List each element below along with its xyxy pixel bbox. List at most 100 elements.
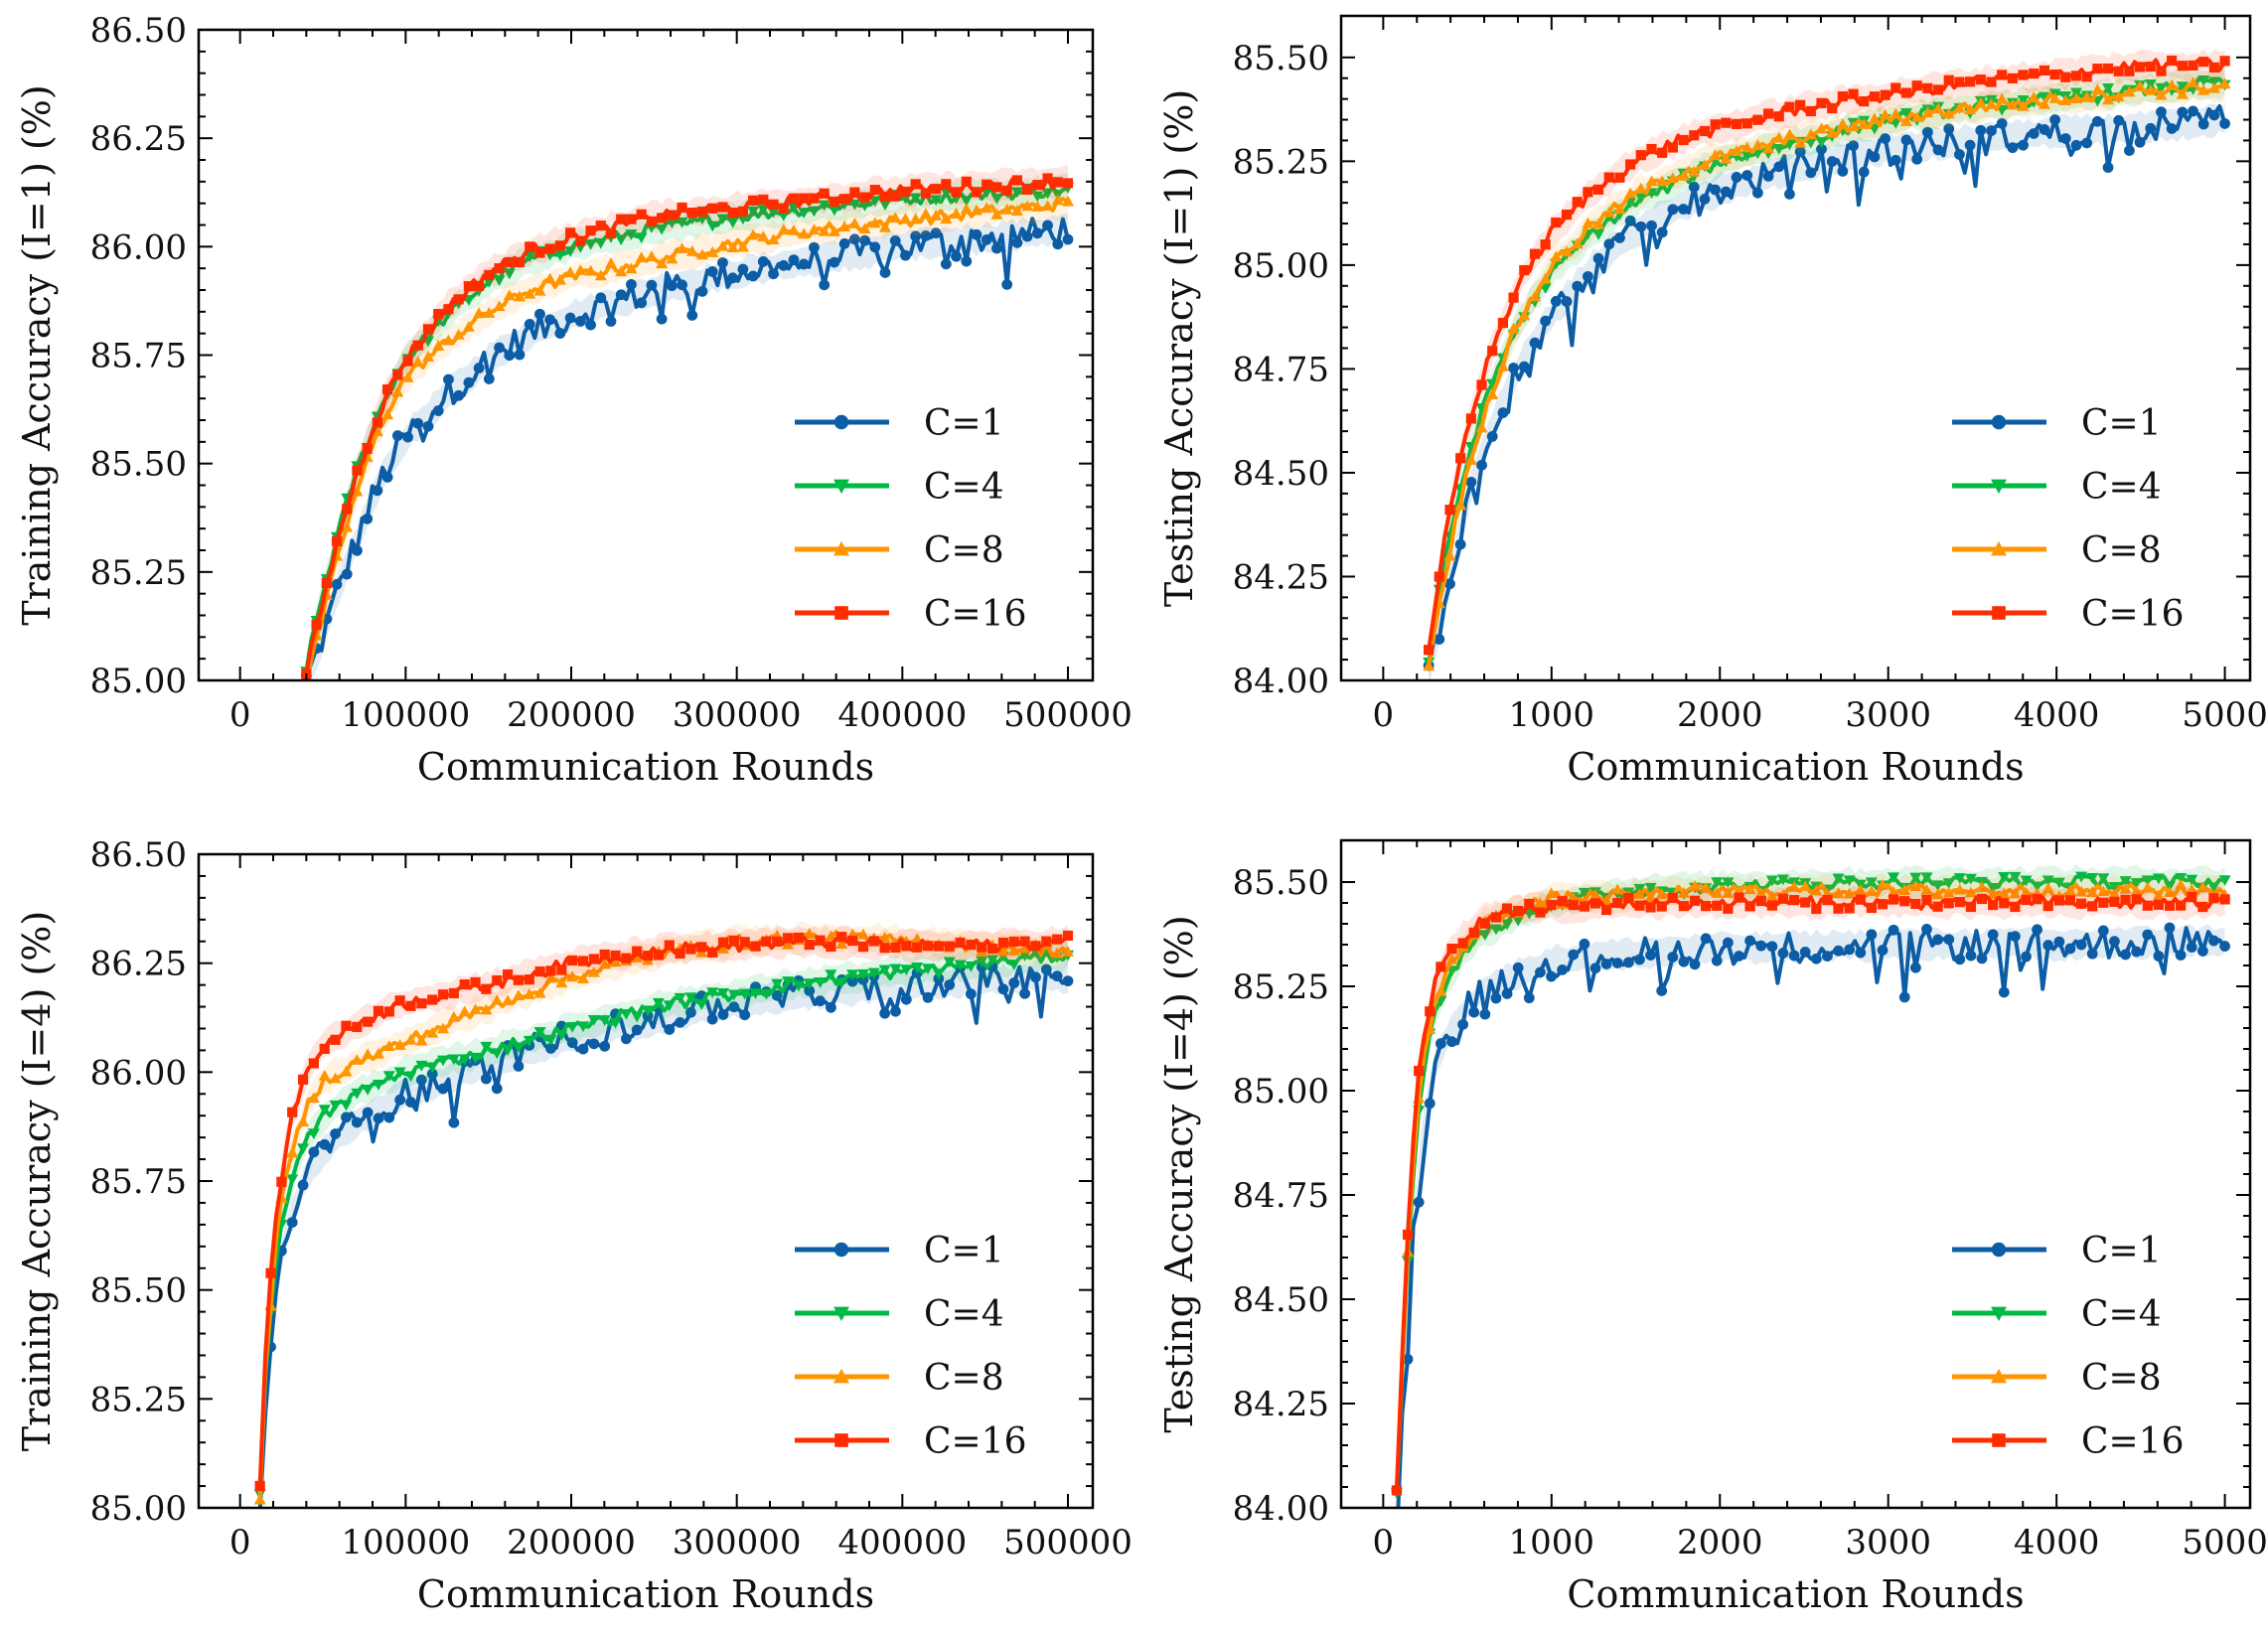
data-point bbox=[588, 954, 599, 965]
x-tick-label: 500000 bbox=[1003, 695, 1133, 735]
data-point bbox=[1040, 964, 1052, 975]
data-point bbox=[1720, 186, 1732, 198]
data-point bbox=[1501, 919, 1514, 931]
data-point bbox=[2053, 936, 2065, 948]
data-point bbox=[991, 182, 1002, 193]
legend-label: C=4 bbox=[924, 1294, 1004, 1335]
data-point bbox=[685, 1006, 696, 1018]
data-point bbox=[1479, 918, 1490, 929]
data-point bbox=[1765, 875, 1778, 887]
legend-label: C=1 bbox=[2081, 1231, 2162, 1271]
data-point bbox=[838, 221, 851, 232]
data-point bbox=[2086, 886, 2099, 898]
data-point bbox=[492, 974, 503, 986]
plot-area bbox=[1423, 49, 2231, 680]
data-point bbox=[1888, 872, 1900, 884]
data-point bbox=[675, 948, 685, 959]
data-point bbox=[1975, 124, 1987, 136]
series-line bbox=[304, 176, 1069, 674]
data-point bbox=[1445, 953, 1458, 965]
data-point bbox=[900, 993, 912, 1005]
legend-marker bbox=[833, 541, 849, 556]
y-tick-label: 85.50 bbox=[90, 1271, 187, 1311]
data-point bbox=[533, 1027, 546, 1038]
series-band bbox=[1429, 67, 2225, 671]
data-point bbox=[2109, 896, 2120, 908]
data-point bbox=[609, 1017, 622, 1029]
data-point bbox=[1062, 233, 1074, 245]
data-point bbox=[587, 1014, 600, 1026]
legend-item: C=8 bbox=[1952, 530, 2162, 571]
data-point bbox=[598, 1015, 611, 1026]
data-point bbox=[1799, 880, 1812, 892]
data-point bbox=[879, 943, 890, 954]
data-point bbox=[362, 1048, 375, 1060]
data-point bbox=[1010, 187, 1023, 199]
data-point bbox=[483, 373, 495, 384]
data-point bbox=[437, 1022, 450, 1034]
data-point bbox=[1762, 108, 1774, 119]
data-point bbox=[352, 465, 363, 476]
data-point bbox=[491, 993, 504, 1005]
data-point bbox=[859, 234, 870, 246]
data-point bbox=[1987, 888, 2000, 900]
data-point bbox=[1720, 152, 1733, 164]
data-point bbox=[1988, 899, 1999, 911]
data-point bbox=[900, 965, 913, 976]
data-point bbox=[1932, 84, 1944, 95]
data-point bbox=[1062, 946, 1074, 957]
data-point bbox=[362, 1085, 375, 1096]
data-point bbox=[1454, 538, 1466, 550]
legend-marker bbox=[1992, 1433, 2006, 1447]
data-point bbox=[415, 1060, 428, 1072]
data-point bbox=[996, 945, 1009, 957]
data-point bbox=[2187, 76, 2199, 87]
data-point bbox=[635, 251, 648, 263]
data-point bbox=[362, 513, 374, 524]
data-point bbox=[2010, 901, 2021, 913]
data-point bbox=[307, 1128, 320, 1140]
data-point bbox=[1943, 898, 1954, 909]
data-point bbox=[1942, 878, 1955, 890]
data-point bbox=[253, 1493, 266, 1505]
data-point bbox=[2166, 78, 2179, 90]
data-point bbox=[1866, 902, 1877, 914]
data-point bbox=[2177, 61, 2188, 72]
data-point bbox=[2086, 873, 2099, 884]
x-tick-label: 100000 bbox=[341, 695, 470, 735]
data-point bbox=[1800, 897, 1811, 908]
data-point bbox=[635, 232, 648, 244]
data-point bbox=[900, 249, 911, 261]
data-point bbox=[707, 203, 718, 214]
data-point bbox=[1765, 890, 1778, 901]
data-point bbox=[574, 264, 587, 275]
data-point bbox=[857, 941, 869, 953]
data-point bbox=[804, 985, 816, 996]
data-point bbox=[1698, 159, 1711, 171]
data-point bbox=[1611, 883, 1624, 895]
x-tick-label: 400000 bbox=[837, 1523, 967, 1562]
data-point bbox=[1755, 940, 1767, 952]
data-point bbox=[1975, 74, 1986, 85]
data-point bbox=[767, 233, 780, 244]
data-point bbox=[1921, 894, 1932, 906]
data-point bbox=[652, 997, 665, 1009]
x-axis-label: Communication Rounds bbox=[1567, 1572, 2024, 1616]
data-point bbox=[835, 938, 848, 950]
data-point bbox=[1999, 898, 2010, 909]
data-point bbox=[686, 208, 697, 219]
x-tick-label: 3000 bbox=[1845, 695, 1931, 735]
data-point bbox=[768, 268, 779, 280]
data-point bbox=[402, 431, 413, 443]
data-point bbox=[878, 931, 891, 943]
data-point bbox=[799, 193, 810, 204]
x-tick-label: 4000 bbox=[2014, 1523, 2100, 1562]
data-point bbox=[1540, 315, 1552, 327]
data-point bbox=[534, 247, 545, 258]
data-point bbox=[1998, 872, 2011, 883]
legend-label: C=4 bbox=[924, 467, 1004, 508]
legend-marker bbox=[833, 1369, 849, 1384]
data-point bbox=[772, 936, 783, 947]
data-point bbox=[1583, 187, 1593, 198]
data-point bbox=[1501, 903, 1513, 914]
